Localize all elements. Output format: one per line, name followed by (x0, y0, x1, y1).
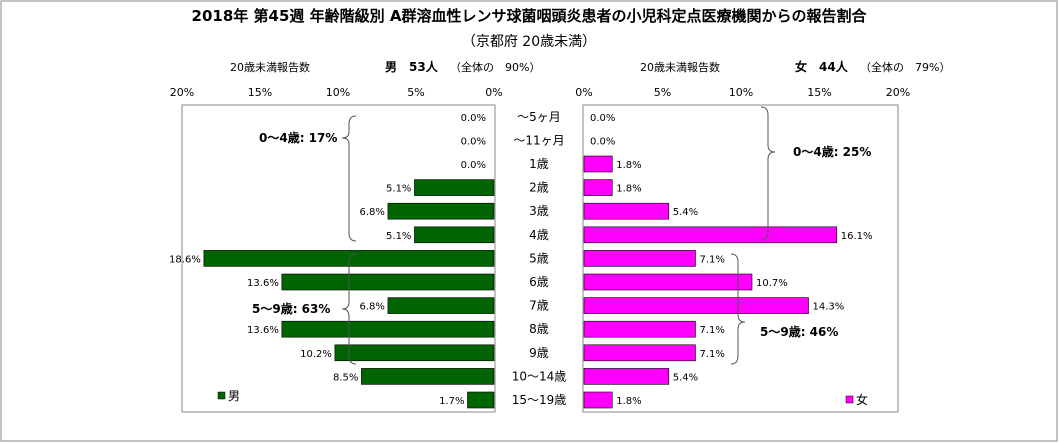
male-legend-swatch (217, 391, 226, 400)
female-value-label: 0.0% (590, 113, 615, 124)
male-bar (414, 226, 495, 244)
female-tick-label: 0% (575, 86, 592, 99)
category-label: 5歳 (529, 251, 549, 265)
male-value-label: 13.6% (247, 278, 279, 289)
female-bar (583, 226, 838, 244)
female-tick-label: 15% (807, 86, 831, 99)
female-value-label: 5.4% (673, 372, 698, 383)
male-value-label: 0.0% (461, 136, 486, 147)
male-value-label: 6.8% (360, 207, 385, 218)
female-value-label: 1.8% (616, 396, 641, 407)
female-bar (583, 368, 670, 385)
female-bar (583, 202, 670, 220)
male-bar (414, 179, 495, 196)
female-annotation-0-4: 0～4歳: 25% (793, 144, 871, 159)
male-value-label: 0.0% (461, 113, 486, 124)
male-tick-label: 5% (407, 86, 424, 99)
female-axis-ticks: 0% 5% 10% 15% 20% (575, 86, 910, 99)
male-bar (387, 297, 495, 314)
female-value-label: 1.8% (616, 160, 641, 171)
female-value-label: 16.1% (841, 231, 873, 242)
category-label: 9歳 (529, 346, 549, 360)
male-legend-label: 男 (228, 389, 240, 403)
male-bracket-0-4 (341, 115, 357, 242)
female-bar (583, 391, 613, 409)
male-summary-note: （全体の 90%） (450, 60, 540, 74)
female-bracket-5-9 (730, 253, 746, 365)
category-label: 1歳 (529, 157, 549, 171)
female-tick-label: 10% (729, 86, 753, 99)
chart-subtitle: （京都府 20歳未満） (462, 34, 596, 50)
category-label: 2歳 (529, 181, 549, 195)
male-bar (281, 320, 495, 338)
female-header-label: 20歳未満報告数 (640, 61, 720, 74)
female-value-label: 14.3% (813, 302, 845, 313)
female-tick-label: 5% (654, 86, 671, 99)
female-bar (583, 320, 696, 338)
category-label: 7歳 (529, 299, 549, 313)
male-bars (203, 179, 495, 409)
male-header-label: 20歳未満報告数 (230, 61, 310, 74)
male-bar (361, 368, 495, 385)
female-annotation-5-9: 5～9歳: 46% (760, 324, 838, 339)
male-bar (467, 391, 495, 409)
category-label: 8歳 (529, 322, 549, 336)
male-summary: 男 53人 (385, 59, 439, 74)
female-value-label: 1.8% (616, 184, 641, 195)
category-label: ～5ヶ月 (517, 110, 561, 124)
female-value-label: 7.1% (699, 349, 724, 360)
category-label: 4歳 (529, 228, 549, 242)
female-tick-label: 20% (886, 86, 910, 99)
category-label: 3歳 (529, 204, 549, 218)
female-bar (583, 297, 809, 314)
female-legend-swatch (845, 395, 854, 404)
male-tick-label: 20% (170, 86, 194, 99)
male-annotation-5-9: 5～9歳: 63% (252, 301, 330, 316)
male-bar (281, 273, 495, 291)
male-tick-label: 15% (248, 86, 272, 99)
category-label: 10～14歳 (512, 369, 567, 383)
female-value-label: 7.1% (699, 325, 724, 336)
category-label: ～11ヶ月 (513, 133, 564, 147)
male-value-label: 6.8% (360, 302, 385, 313)
male-annotation-0-4: 0～4歳: 17% (259, 130, 337, 145)
male-axis-ticks: 0% 5% 10% 15% 20% (170, 86, 503, 99)
female-value-label: 10.7% (756, 278, 788, 289)
female-bar (583, 155, 613, 173)
male-value-label: 5.1% (386, 184, 411, 195)
male-value-label: 10.2% (300, 349, 332, 360)
female-summary-note: （全体の 79%） (860, 60, 950, 74)
female-bracket-0-4 (760, 106, 776, 241)
category-label: 6歳 (529, 275, 549, 289)
category-label: 15～19歳 (512, 393, 567, 407)
male-tick-label: 0% (485, 86, 502, 99)
male-bracket-5-9 (341, 253, 357, 365)
category-labels: ～5ヶ月 ～11ヶ月 1歳 2歳 3歳 4歳 5歳 6歳 7歳 8歳 9歳 10～14歳 15～19歳 (512, 110, 567, 407)
female-summary: 女 44人 (795, 59, 849, 74)
male-value-label: 8.5% (333, 372, 358, 383)
female-value-label: 5.4% (673, 207, 698, 218)
female-bar (583, 273, 753, 291)
male-bar (334, 344, 495, 362)
female-bars (583, 155, 838, 409)
male-bar (387, 202, 495, 220)
male-value-label: 18.6% (169, 254, 201, 265)
female-bar (583, 344, 696, 362)
male-value-labels: 0.0% 0.0% 0.0% 5.1% 6.8% 5.1% 18.6% 13.6% 6.8% 13… (169, 113, 486, 407)
male-tick-label: 10% (326, 86, 350, 99)
male-value-label: 5.1% (386, 231, 411, 242)
male-value-label: 0.0% (461, 160, 486, 171)
female-value-labels: 0.0% 0.0% 1.8% 1.8% 5.4% 16.1% 7.1% 10.7% 14.3% 7… (590, 113, 873, 407)
female-value-label: 7.1% (699, 254, 724, 265)
female-bar (583, 250, 696, 267)
female-legend-label: 女 (856, 392, 868, 407)
female-bar (583, 179, 613, 196)
female-value-label: 0.0% (590, 136, 615, 147)
male-value-label: 13.6% (247, 325, 279, 336)
chart-title: 2018年 第45週 年齢階級別 A群溶血性レンサ球菌咽頭炎患者の小児科定点医療… (192, 7, 868, 25)
male-value-label: 1.7% (439, 396, 464, 407)
